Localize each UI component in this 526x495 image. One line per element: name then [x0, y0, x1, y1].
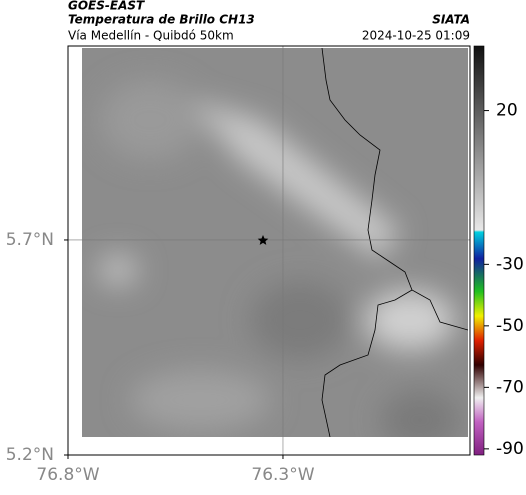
x-tick-label: 76.3°W — [251, 465, 314, 485]
source: SIATA — [432, 13, 470, 27]
datetime: 2024-10-25 01:09 — [362, 29, 470, 43]
colorbar-tick-label: -50 — [496, 316, 524, 336]
title: Temperatura de Brillo CH13 — [68, 13, 255, 27]
map-frame — [67, 45, 471, 456]
x-tick-label: 76.8°W — [36, 465, 99, 485]
satellite: GOES-EAST — [68, 0, 145, 13]
subtitle: Vía Medellín - Quibdó 50km — [68, 29, 234, 43]
location-marker — [257, 235, 269, 245]
y-tick-label: 5.7°N — [6, 230, 54, 250]
satellite-image — [82, 48, 468, 437]
colorbar-tick-label: -90 — [496, 439, 524, 459]
colorbar — [473, 45, 485, 456]
colorbar-tick-label: -30 — [496, 254, 524, 274]
y-tick-label: 5.2°N — [6, 445, 54, 465]
colorbar-tick-label: 20 — [496, 101, 518, 121]
colorbar-tick-label: -70 — [496, 377, 524, 397]
